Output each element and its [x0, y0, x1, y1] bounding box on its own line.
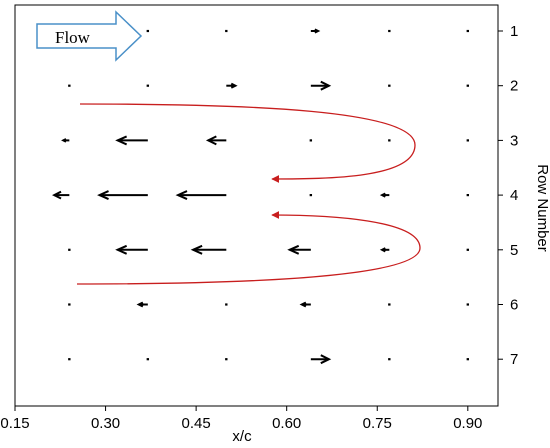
- vector-arrowhead: [230, 82, 238, 89]
- x-tick-label: 0.30: [91, 415, 120, 432]
- vector-arrowhead: [136, 301, 144, 308]
- vector-field: [52, 28, 470, 365]
- circulation-annotations: [76, 103, 421, 285]
- vector-arrowhead: [314, 28, 321, 34]
- vector-arrowhead: [115, 135, 128, 146]
- vector-arrowhead: [52, 190, 62, 200]
- vector-arrowhead: [61, 138, 67, 143]
- vector-arrowhead: [205, 135, 217, 146]
- flow-indicator: Flow: [36, 10, 143, 62]
- y-tick-label: 3: [510, 132, 518, 149]
- plot-frame: [14, 4, 499, 407]
- vector-arrowhead: [379, 192, 386, 198]
- vector-arrowhead: [299, 301, 307, 308]
- vector-arrowhead: [97, 190, 109, 201]
- y-tick-label: 5: [510, 242, 518, 259]
- vector-arrowhead: [320, 354, 332, 365]
- y-tick-label: 1: [510, 23, 518, 40]
- vector-arrowhead: [190, 244, 203, 255]
- y-axis-title: Row Number: [534, 164, 550, 252]
- y-tick-label: 6: [510, 297, 518, 314]
- vector-arrowhead: [287, 244, 300, 255]
- x-tick-label: 0.45: [182, 415, 211, 432]
- vector-arrowhead: [320, 80, 332, 91]
- y-tick-label: 2: [510, 78, 518, 95]
- y-tick-label: 7: [510, 351, 518, 368]
- x-tick-label: 0.75: [363, 415, 392, 432]
- vector-arrowhead: [175, 190, 188, 201]
- x-axis-title: x/c: [232, 428, 252, 445]
- flow-arrow-shape: [36, 10, 143, 62]
- upper-circulation-arrow: [79, 103, 416, 183]
- x-tick-label: 0.60: [272, 415, 301, 432]
- x-tick-label: 0.90: [453, 415, 482, 432]
- flow-label: Flow: [55, 28, 91, 47]
- x-tick-label: 0.15: [0, 415, 29, 432]
- vector-arrowhead: [379, 247, 386, 253]
- y-axis-ticks: 1 2 3 4 5 6 7: [498, 23, 518, 368]
- lower-circulation-arrow: [76, 211, 421, 285]
- x-axis-ticks: 0.15 0.30 0.45 0.60 0.75 0.90: [0, 406, 482, 432]
- vector-arrowhead: [115, 244, 128, 255]
- y-tick-label: 4: [510, 187, 518, 204]
